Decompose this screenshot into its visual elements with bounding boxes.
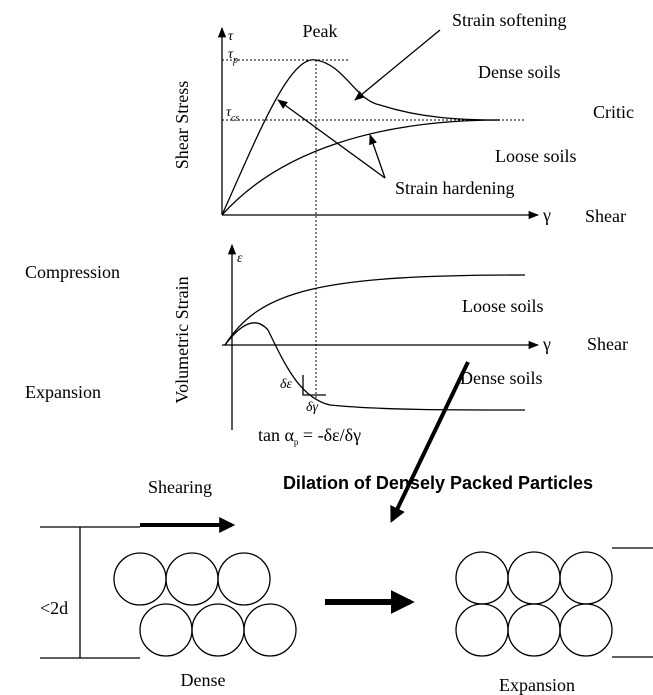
arrow bbox=[369, 134, 386, 179]
title: Dilation of Densely Packed Particles bbox=[283, 473, 593, 493]
arrow bbox=[277, 99, 386, 179]
symbol: τ bbox=[226, 105, 232, 120]
label: Loose soils bbox=[495, 146, 577, 166]
label: Dense soils bbox=[478, 62, 561, 82]
label: Compression bbox=[25, 262, 120, 282]
formula: tan αp = -δε/δγ bbox=[258, 425, 361, 447]
particles: Shearing Dilation of Densely Packed Part… bbox=[40, 473, 653, 695]
label: <2d bbox=[40, 598, 68, 618]
axis-label: Volumetric Strain bbox=[172, 276, 192, 403]
label: Expansion bbox=[499, 675, 575, 695]
formula-part: tan α bbox=[258, 425, 294, 445]
label: Peak bbox=[303, 21, 338, 41]
axis-label: Shear Stress bbox=[172, 81, 192, 170]
label: Loose soils bbox=[462, 296, 544, 316]
arrow bbox=[354, 29, 441, 101]
symbol: δγ bbox=[306, 400, 319, 415]
subscript: p bbox=[294, 437, 299, 447]
symbol: δε bbox=[280, 377, 293, 392]
loose-curve bbox=[221, 119, 501, 216]
symbol: γ bbox=[542, 334, 551, 354]
expanded-particles bbox=[455, 551, 613, 657]
symbol: τcs bbox=[226, 105, 239, 124]
symbol: τ bbox=[228, 29, 234, 44]
stress-plot: Peak Strain softening Dense soils Critic… bbox=[172, 10, 634, 400]
volume-plot: Compression Expansion Volumetric Strain … bbox=[25, 243, 628, 523]
big-arrow bbox=[390, 361, 470, 523]
guide-lines bbox=[222, 59, 525, 400]
label: Expansion bbox=[25, 382, 101, 402]
label: Shearing bbox=[148, 477, 212, 497]
slope-triangle bbox=[302, 375, 326, 396]
boundaries bbox=[40, 526, 653, 659]
loose-curve bbox=[224, 274, 526, 346]
label: Strain hardening bbox=[395, 178, 514, 198]
symbol: ε bbox=[237, 251, 243, 266]
label: Strain softening bbox=[452, 10, 567, 30]
dense-curve bbox=[224, 322, 526, 411]
subscript: p bbox=[232, 55, 238, 66]
dense-particles bbox=[113, 552, 297, 657]
symbol: τp bbox=[228, 47, 238, 66]
formula-part: = -δε/δγ bbox=[298, 425, 361, 445]
label: Dense bbox=[181, 670, 226, 690]
label: Dense soils bbox=[460, 368, 543, 388]
subscript: cs bbox=[231, 113, 239, 124]
symbol: τ bbox=[228, 47, 234, 62]
axis-label: Shear bbox=[587, 334, 628, 354]
dense-curve bbox=[221, 59, 501, 216]
axis-label: Shear bbox=[585, 206, 626, 226]
symbol: γ bbox=[542, 205, 551, 225]
label: Critic bbox=[593, 102, 634, 122]
